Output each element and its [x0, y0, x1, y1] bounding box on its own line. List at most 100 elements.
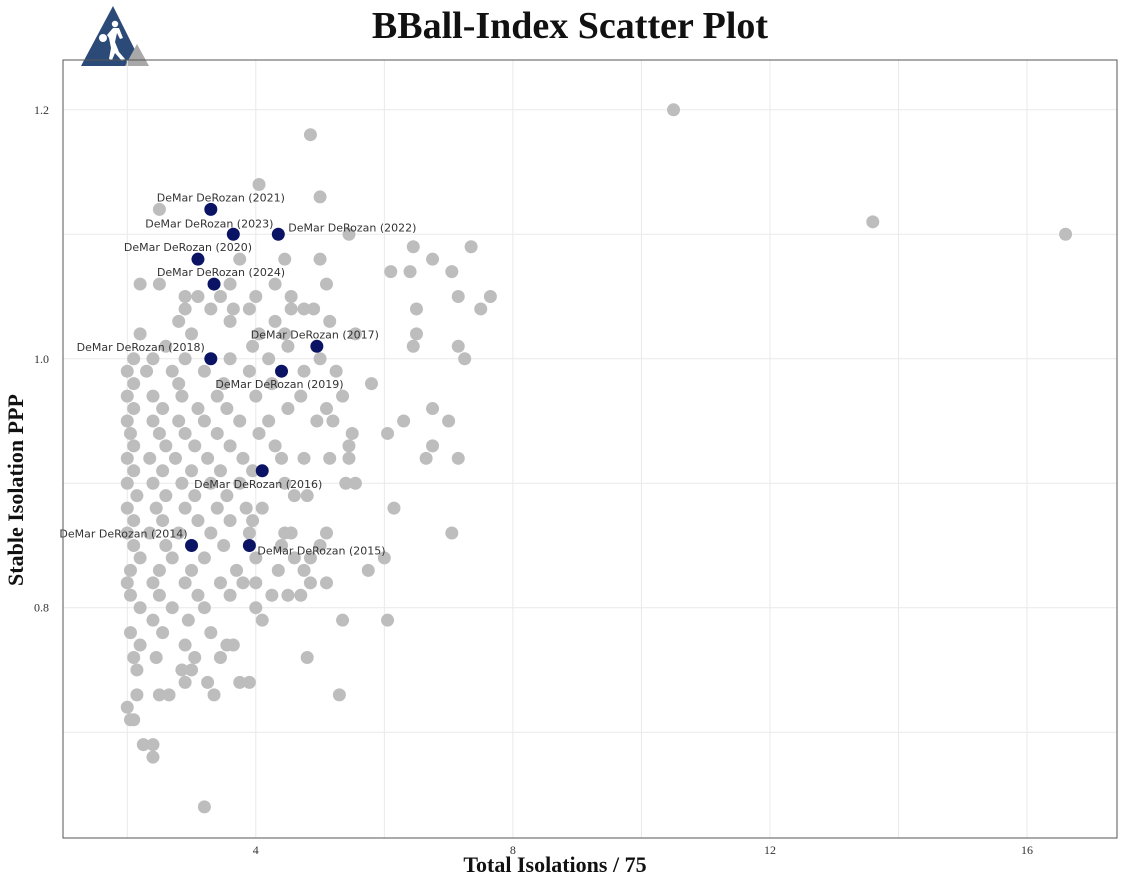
data-point	[188, 651, 202, 665]
data-point	[284, 526, 298, 540]
data-point	[136, 738, 150, 752]
point-label: DeMar DeRozan (2021)	[157, 191, 285, 204]
data-point	[342, 451, 356, 465]
data-point	[162, 688, 176, 702]
data-point	[287, 489, 301, 503]
data-point	[210, 426, 224, 440]
data-point	[140, 364, 154, 378]
data-point	[120, 414, 134, 428]
data-point	[307, 302, 321, 316]
data-point	[178, 501, 192, 515]
data-point	[220, 489, 234, 503]
data-point	[313, 538, 327, 552]
data-point	[175, 476, 189, 490]
point-label: DeMar DeRozan (2014)	[59, 527, 187, 540]
data-point	[146, 476, 160, 490]
data-point	[130, 663, 144, 677]
data-point	[127, 377, 141, 391]
data-point	[239, 501, 253, 515]
data-point	[123, 563, 137, 577]
data-point	[152, 202, 166, 216]
data-point	[223, 439, 237, 453]
data-point	[320, 526, 333, 540]
highlighted-point	[204, 202, 218, 216]
data-point	[165, 551, 179, 565]
data-point	[268, 439, 282, 453]
data-point	[451, 290, 465, 304]
data-point	[233, 476, 247, 490]
data-point	[265, 377, 279, 391]
data-point	[188, 439, 202, 453]
data-point	[175, 389, 189, 403]
data-point	[303, 128, 317, 142]
data-point	[159, 439, 173, 453]
data-point	[381, 426, 395, 440]
data-point	[146, 576, 160, 590]
data-point	[152, 688, 166, 702]
data-point	[210, 389, 224, 403]
data-point	[207, 688, 221, 702]
data-point	[278, 476, 292, 490]
data-point	[303, 551, 317, 565]
data-point	[127, 352, 141, 366]
data-point	[127, 439, 141, 453]
data-point	[156, 514, 170, 528]
data-point	[146, 613, 160, 627]
point-label: DeMar DeRozan (2016)	[194, 478, 322, 491]
data-point	[313, 252, 327, 266]
data-point	[127, 713, 141, 727]
data-point	[249, 551, 263, 565]
data-points	[120, 103, 1073, 814]
data-point	[156, 626, 170, 640]
data-point	[252, 426, 266, 440]
data-point	[165, 364, 179, 378]
data-point	[185, 663, 199, 677]
data-point	[336, 389, 350, 403]
data-point	[123, 588, 137, 602]
data-point	[172, 314, 186, 328]
data-point	[120, 364, 134, 378]
data-point	[323, 451, 337, 465]
data-point	[236, 576, 250, 590]
data-point	[149, 651, 163, 665]
data-point	[249, 290, 263, 304]
data-point	[204, 526, 218, 540]
data-point	[178, 302, 192, 316]
data-point	[233, 414, 247, 428]
data-point	[397, 414, 411, 428]
data-point	[387, 501, 401, 515]
data-point	[146, 414, 160, 428]
data-point	[320, 576, 333, 590]
data-point	[223, 514, 237, 528]
data-point	[265, 588, 279, 602]
data-point	[320, 402, 333, 416]
data-point	[419, 451, 433, 465]
data-point	[361, 563, 375, 577]
grid-lines	[63, 60, 1117, 838]
x-tick-label: 4	[253, 843, 259, 857]
data-point	[233, 252, 247, 266]
data-point	[233, 675, 247, 689]
data-point	[191, 588, 205, 602]
data-point	[236, 451, 250, 465]
data-point	[294, 588, 308, 602]
data-point	[172, 414, 186, 428]
x-tick-labels: 4 8 12 16	[253, 843, 1033, 857]
data-point	[181, 613, 195, 627]
data-point	[188, 489, 202, 503]
data-point	[149, 501, 163, 515]
data-point	[143, 526, 157, 540]
point-label: DeMar DeRozan (2019)	[215, 378, 343, 391]
data-point	[246, 339, 260, 353]
data-point	[278, 327, 292, 341]
data-point	[130, 489, 144, 503]
data-point	[178, 290, 192, 304]
data-point	[133, 638, 147, 652]
data-point	[226, 638, 240, 652]
data-point	[275, 451, 289, 465]
data-point	[320, 277, 333, 291]
y-tick-labels: 0.8 1.0 1.2	[34, 103, 49, 615]
data-point	[197, 601, 211, 615]
data-point	[120, 501, 134, 515]
data-point	[120, 576, 134, 590]
